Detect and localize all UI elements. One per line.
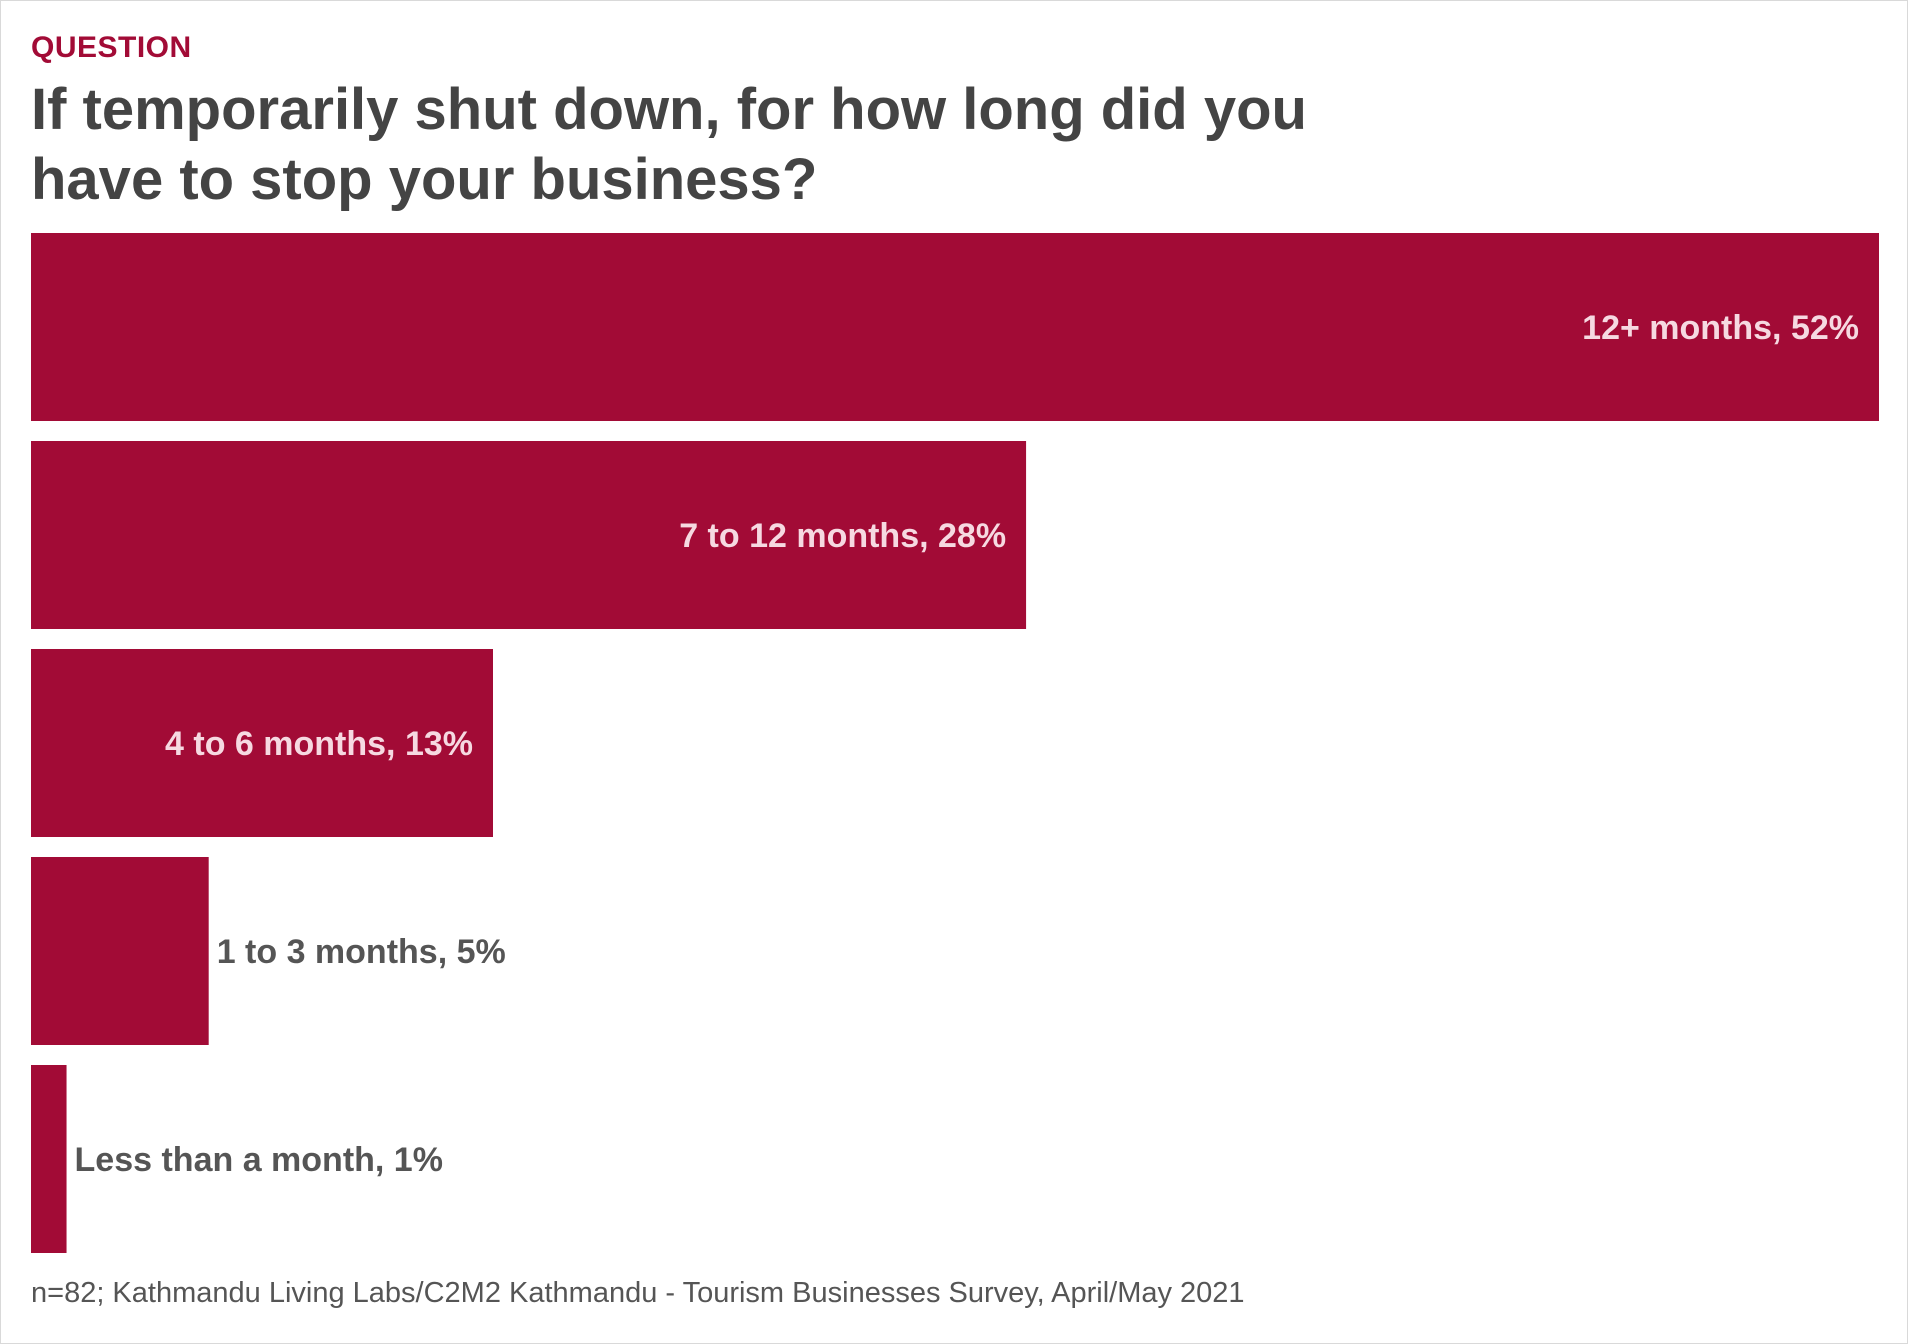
bar-1 — [31, 233, 1879, 421]
bar-2 — [31, 441, 1027, 629]
bar-3 — [31, 649, 493, 837]
bar-5 — [31, 1065, 67, 1253]
bar-label-4: 1 to 3 months, 5% — [217, 933, 506, 971]
chart-title: If temporarily shut down, for how long d… — [31, 77, 1307, 212]
bar-4 — [31, 857, 209, 1045]
question-eyebrow: QUESTION — [31, 31, 192, 64]
bar-label-2: 7 to 12 months, 28% — [679, 517, 1006, 555]
bar-label-5: Less than a month, 1% — [75, 1141, 443, 1179]
bar-label-1: 12+ months, 52% — [1582, 309, 1859, 347]
bar-label-3: 4 to 6 months, 13% — [165, 725, 473, 763]
source-note: n=82; Kathmandu Living Labs/C2M2 Kathman… — [31, 1277, 1245, 1309]
